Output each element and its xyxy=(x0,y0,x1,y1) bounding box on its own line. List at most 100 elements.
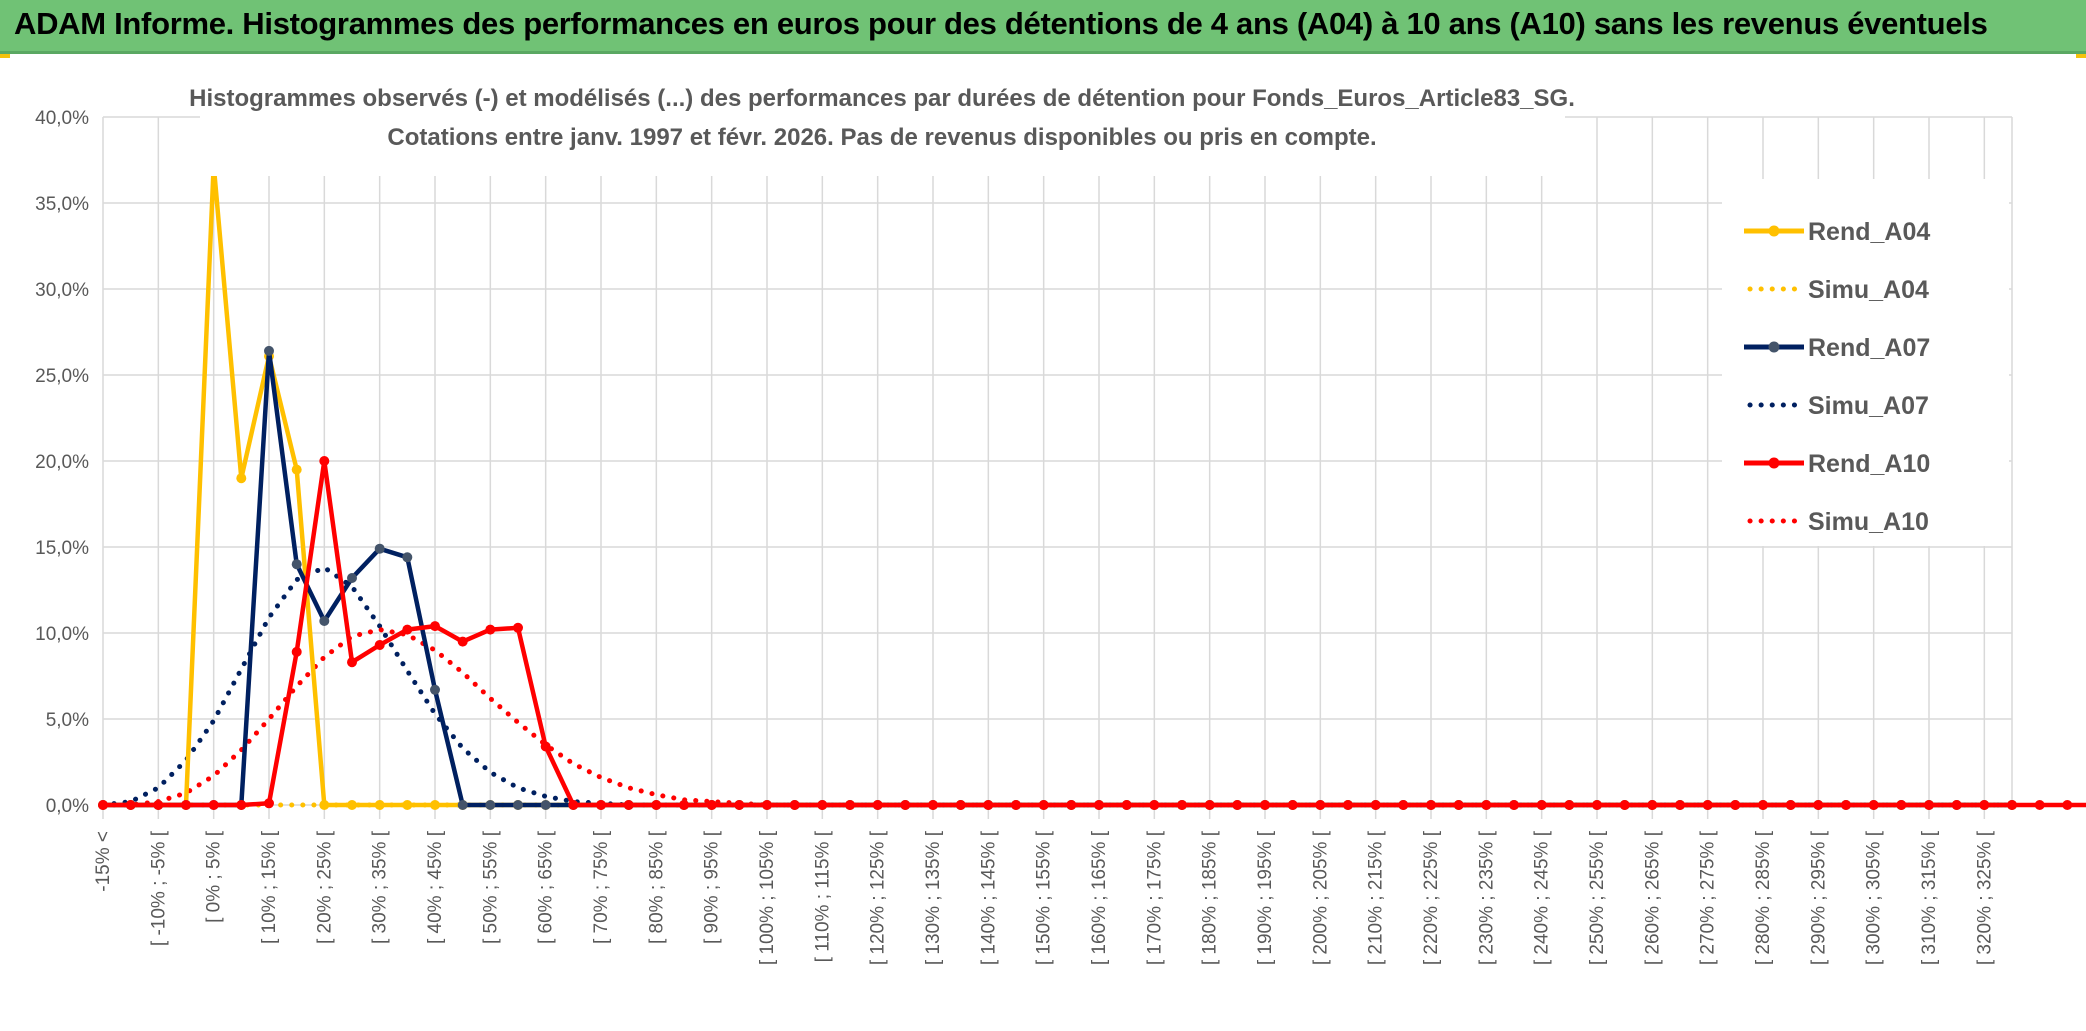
series-line-Simu_A10 xyxy=(100,627,2015,808)
data-point-Rend_A04 xyxy=(402,800,413,810)
data-point-Rend_A07 xyxy=(513,800,523,810)
x-tick-label: [ 150% ; 155% [ xyxy=(1034,830,1055,965)
data-point-Rend_A07 xyxy=(374,543,385,554)
legend-marker-Rend_A07 xyxy=(1768,341,1780,353)
data-point-Rend_A10 xyxy=(236,800,247,810)
y-tick-label: 15,0% xyxy=(35,538,89,559)
data-point-Rend_A10 xyxy=(900,800,911,810)
x-tick-label: [ 300% ; 305% [ xyxy=(1864,830,1885,965)
corner-marker xyxy=(2076,54,2086,58)
data-point-Rend_A04 xyxy=(236,473,247,484)
data-point-Rend_A10 xyxy=(734,800,745,810)
x-tick-label: [ 270% ; 275% [ xyxy=(1698,830,1719,965)
data-point-Rend_A07 xyxy=(430,684,440,695)
data-point-Rend_A10 xyxy=(513,622,523,633)
y-tick-label: 5,0% xyxy=(46,710,89,731)
x-tick-label: [ 120% ; 125% [ xyxy=(868,830,889,965)
chart-area: 0,0% 5,0% 10,0% 15,0% 20,0% 25,0% 30,0% 35,0% 40… xyxy=(0,54,2086,1031)
data-point-Rend_A04 xyxy=(374,800,385,810)
data-point-Rend_A10 xyxy=(1951,800,1962,810)
chart-svg: 0,0% 5,0% 10,0% 15,0% 20,0% 25,0% 30,0% 35,0% 40… xyxy=(35,74,2086,965)
data-point-Rend_A10 xyxy=(651,800,662,810)
data-point-Rend_A10 xyxy=(1287,800,1298,810)
data-point-Rend_A10 xyxy=(1647,800,1658,810)
data-point-Rend_A10 xyxy=(1149,800,1160,810)
chart-title-line-1: Histogrammes observés (-) et modélisés (… xyxy=(189,85,1575,112)
data-point-Rend_A10 xyxy=(1730,800,1741,810)
x-tick-label: [ 10% ; 15% [ xyxy=(259,830,280,944)
legend-label: Simu_A07 xyxy=(1808,392,1929,420)
data-point-Rend_A10 xyxy=(430,621,440,632)
data-point-Rend_A10 xyxy=(955,800,966,810)
data-point-Rend_A10 xyxy=(1509,800,1519,810)
y-tick-label: 0,0% xyxy=(46,796,89,817)
y-tick-label: 30,0% xyxy=(35,280,89,301)
data-point-Rend_A10 xyxy=(1896,800,1907,810)
data-point-Rend_A10 xyxy=(264,798,274,809)
data-point-Rend_A04 xyxy=(430,800,440,810)
data-point-Rend_A10 xyxy=(1121,800,1132,810)
data-point-Rend_A10 xyxy=(1177,800,1187,810)
data-point-Rend_A04 xyxy=(319,800,330,810)
x-tick-label: [ 320% ; 325% [ xyxy=(1974,830,1995,965)
data-point-Rend_A10 xyxy=(983,800,994,810)
y-tick-label: 20,0% xyxy=(35,452,89,473)
data-point-Rend_A07 xyxy=(485,800,496,810)
x-tick-label: [ 250% ; 255% [ xyxy=(1587,830,1608,965)
data-point-Rend_A10 xyxy=(540,741,551,752)
x-tick-label: [ 230% ; 235% [ xyxy=(1476,830,1497,965)
data-point-Rend_A10 xyxy=(1370,800,1381,810)
data-point-Rend_A04 xyxy=(347,800,357,810)
grid-layer xyxy=(102,116,2013,819)
data-point-Rend_A10 xyxy=(1011,800,1021,810)
data-point-Rend_A10 xyxy=(1426,800,1436,810)
x-tick-label: [ 0% ; 5% [ xyxy=(204,830,225,923)
data-point-Rend_A07 xyxy=(319,616,330,626)
x-tick-label: [ 110% ; 115% [ xyxy=(812,830,833,962)
x-tick-label: [ 210% ; 215% [ xyxy=(1366,830,1387,965)
x-tick-label: [ 310% ; 315% [ xyxy=(1919,830,1940,965)
x-tick-label: [ 280% ; 285% [ xyxy=(1753,830,1774,965)
corner-marker xyxy=(0,54,10,58)
data-point-Rend_A10 xyxy=(1619,800,1630,810)
legend-label: Rend_A10 xyxy=(1808,450,1930,478)
data-point-Rend_A10 xyxy=(1481,800,1492,810)
data-point-Rend_A10 xyxy=(1536,800,1547,810)
data-point-Rend_A10 xyxy=(1564,800,1575,810)
data-point-Rend_A10 xyxy=(1094,800,1104,810)
x-tick-label: [ 240% ; 245% [ xyxy=(1532,830,1553,965)
x-tick-label: [ 140% ; 145% [ xyxy=(978,830,999,965)
x-tick-label: [ 170% ; 175% [ xyxy=(1144,830,1165,965)
data-point-Rend_A10 xyxy=(568,800,579,810)
data-point-Rend_A10 xyxy=(928,800,938,810)
data-point-Rend_A10 xyxy=(208,800,219,810)
data-point-Rend_A10 xyxy=(872,800,883,810)
x-tick-label: [ 220% ; 225% [ xyxy=(1421,830,1442,965)
legend-label: Rend_A07 xyxy=(1808,334,1930,362)
header-bar: ADAM Informe. Histogrammes des performan… xyxy=(0,0,2086,54)
data-point-Rend_A07 xyxy=(264,345,274,356)
data-point-Rend_A10 xyxy=(623,800,634,810)
legend-label: Simu_A04 xyxy=(1808,276,1929,304)
data-point-Rend_A10 xyxy=(291,646,302,657)
data-point-Rend_A10 xyxy=(1232,800,1243,810)
data-point-Rend_A10 xyxy=(1315,800,1326,810)
data-point-Rend_A10 xyxy=(1204,800,1215,810)
data-point-Rend_A10 xyxy=(1592,800,1602,810)
data-point-Rend_A10 xyxy=(402,624,413,635)
x-tick-label: [ 60% ; 65% [ xyxy=(536,830,557,944)
x-tick-label: [ 200% ; 205% [ xyxy=(1310,830,1331,965)
data-point-Rend_A10 xyxy=(1979,800,1990,810)
data-point-Rend_A10 xyxy=(1675,800,1685,810)
chart-title-background xyxy=(200,74,1565,176)
x-tick-label: [ 90% ; 95% [ xyxy=(702,830,723,944)
data-point-Rend_A10 xyxy=(789,800,800,810)
y-tick-label: 40,0% xyxy=(35,108,89,129)
y-tick-label: 35,0% xyxy=(35,194,89,215)
x-tick-label: [ 180% ; 185% [ xyxy=(1200,830,1221,965)
x-tick-label: [ 260% ; 265% [ xyxy=(1642,830,1663,965)
x-tick-label: [ 20% ; 25% [ xyxy=(314,830,335,944)
data-point-Rend_A10 xyxy=(1260,800,1270,810)
legend-label: Rend_A04 xyxy=(1808,218,1930,246)
data-point-Rend_A10 xyxy=(1758,800,1768,810)
